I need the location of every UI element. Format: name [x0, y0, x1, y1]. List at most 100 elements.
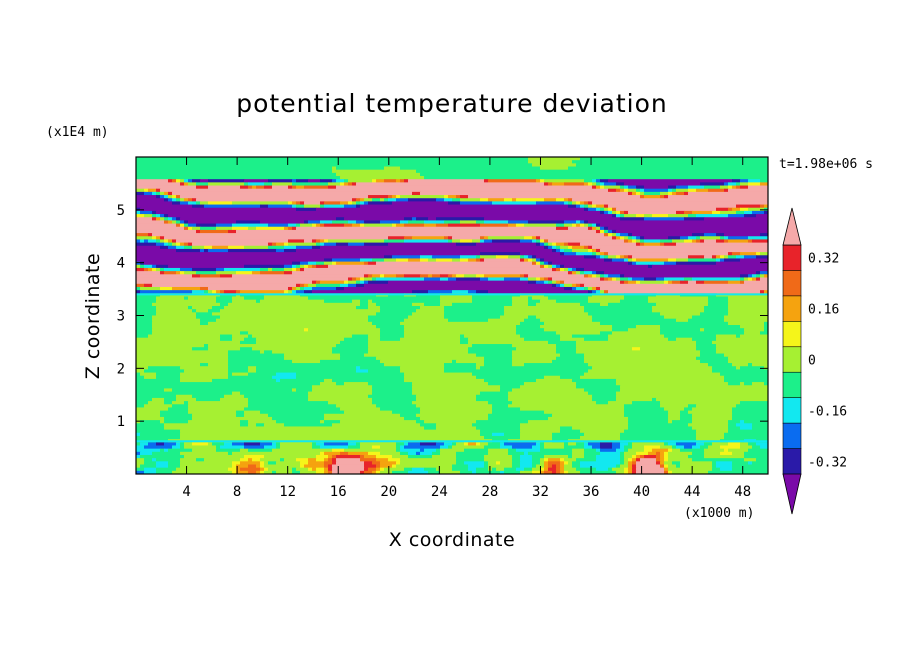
field-cell — [380, 470, 393, 474]
field-cell — [136, 179, 169, 183]
field-cell — [268, 204, 293, 209]
field-cell — [600, 207, 605, 212]
field-cell — [372, 391, 413, 396]
field-cell — [632, 233, 693, 237]
field-cell — [740, 334, 768, 339]
field-cell — [308, 458, 317, 462]
field-cell — [428, 217, 437, 221]
field-cell — [136, 413, 161, 418]
field-cell — [368, 394, 417, 399]
field-cell — [400, 220, 409, 225]
field-cell — [152, 267, 157, 272]
field-cell — [600, 185, 605, 190]
field-cell — [504, 305, 585, 310]
field-cell — [232, 226, 249, 231]
field-cell — [336, 217, 345, 221]
field-cell — [248, 464, 257, 469]
field-cell — [172, 388, 293, 393]
field-cell — [484, 258, 521, 263]
field-cell — [636, 185, 645, 190]
field-cell — [544, 442, 565, 447]
field-cell — [752, 239, 768, 244]
field-cell — [296, 179, 309, 183]
field-cell — [640, 347, 697, 351]
field-cell — [324, 258, 333, 263]
field-cell — [488, 290, 589, 294]
field-cell — [136, 201, 173, 206]
field-cell — [184, 245, 193, 250]
field-cell — [416, 413, 489, 418]
field-cell — [600, 290, 605, 294]
field-cell — [628, 277, 633, 282]
field-cell — [288, 239, 305, 244]
field-cell — [380, 461, 397, 466]
field-cell — [556, 350, 577, 355]
field-cell — [728, 188, 768, 193]
field-cell — [164, 397, 177, 402]
field-cell — [684, 445, 693, 450]
field-cell — [308, 391, 373, 396]
field-cell — [576, 201, 581, 206]
field-cell — [136, 363, 201, 367]
field-cell — [564, 464, 573, 469]
field-cell — [576, 283, 581, 288]
field-cell — [304, 328, 309, 332]
field-cell — [688, 404, 697, 409]
field-cell — [572, 464, 581, 469]
field-cell — [596, 182, 601, 187]
field-cell — [620, 464, 629, 469]
field-cell — [628, 258, 633, 263]
field-cell — [484, 274, 521, 279]
field-cell — [136, 382, 321, 386]
field-cell — [600, 229, 605, 234]
field-cell — [316, 467, 325, 472]
field-cell — [444, 236, 449, 241]
field-cell — [676, 261, 717, 266]
field-cell — [748, 207, 765, 212]
field-cell — [328, 458, 333, 462]
field-cell — [404, 467, 413, 472]
field-cell — [332, 347, 369, 351]
field-cell — [488, 416, 549, 421]
field-cell — [500, 388, 513, 393]
field-cell — [592, 271, 597, 275]
field-cell — [136, 445, 145, 450]
field-cell — [548, 261, 553, 266]
field-cell — [340, 340, 369, 345]
field-cell — [560, 464, 565, 469]
field-cell — [608, 188, 617, 193]
field-cell — [716, 233, 725, 237]
field-cell — [632, 258, 637, 263]
field-cell — [640, 454, 645, 459]
field-cell — [572, 283, 577, 288]
field-cell — [184, 220, 189, 225]
field-cell — [136, 267, 145, 272]
field-cell — [544, 245, 549, 250]
field-cell — [364, 277, 373, 282]
field-cell — [324, 299, 353, 304]
field-cell — [168, 214, 613, 218]
field-cell — [300, 264, 305, 269]
field-cell — [580, 464, 617, 469]
field-cell — [632, 445, 645, 450]
field-cell — [488, 413, 553, 418]
field-cell — [188, 201, 197, 206]
field-cell — [372, 388, 413, 393]
field-cell — [588, 363, 709, 367]
field-cell — [144, 461, 157, 466]
field-cell — [296, 375, 405, 380]
field-cell — [488, 464, 513, 469]
field-cell — [668, 337, 677, 342]
field-cell — [500, 470, 505, 474]
field-cell — [624, 458, 629, 462]
field-cell — [756, 255, 768, 260]
field-cell — [472, 299, 513, 304]
field-cell — [692, 458, 745, 462]
field-cell — [732, 185, 737, 190]
field-cell — [580, 201, 585, 206]
field-cell — [192, 274, 201, 279]
field-cell — [300, 261, 309, 266]
field-cell — [596, 207, 601, 212]
field-cell — [184, 401, 189, 405]
field-cell — [728, 305, 768, 310]
